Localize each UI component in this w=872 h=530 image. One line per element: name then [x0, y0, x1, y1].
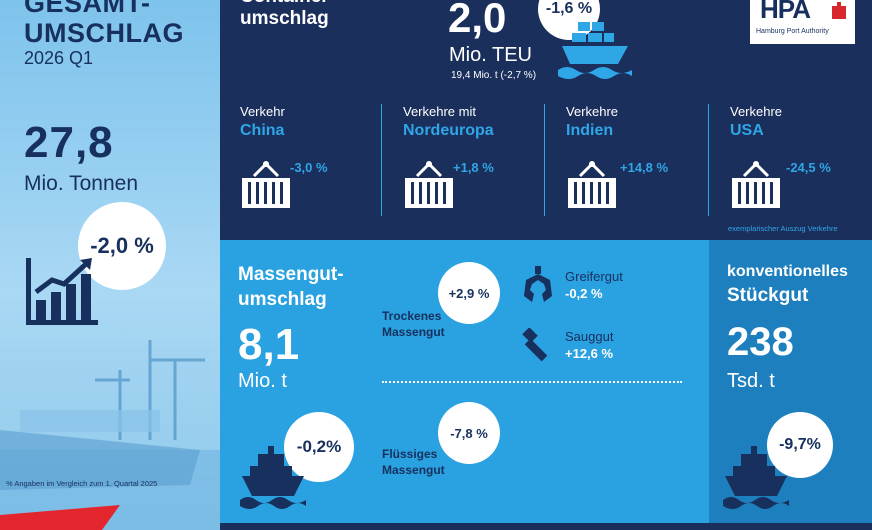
- total-period: 2026 Q1: [24, 48, 94, 68]
- bulk-value: 8,1: [238, 320, 300, 369]
- general-unit: Tsd. t: [727, 370, 775, 392]
- hpa-logo-name: Hamburg Port Authority: [756, 28, 829, 35]
- suction-change: +12,6 %: [565, 346, 614, 361]
- general-ship-icon: [723, 446, 789, 509]
- container-panel: Container- umschlag 2,0 Mio. TEU 19,4 Mi…: [220, 0, 872, 240]
- liquid-bulk-label: Flüssiges Massengut: [382, 447, 445, 477]
- grab-label: Greifergut: [565, 269, 623, 284]
- traffic-usa: Verkehre USA -24,5 %: [730, 104, 870, 224]
- total-change-badge: -2,0 %: [78, 202, 166, 290]
- general-change-badge: -9,7%: [767, 412, 833, 478]
- cargo-container-icon: [732, 161, 780, 208]
- total-value: 27,8: [24, 118, 114, 167]
- general-title: konventionelles Stückgut: [727, 263, 848, 306]
- general-cargo-panel: konventionelles Stückgut 238 Tsd. t -9,7…: [709, 240, 872, 523]
- bottom-strip: [220, 523, 872, 530]
- general-value: 238: [727, 320, 794, 364]
- dotted-divider: [382, 381, 682, 383]
- hpa-logo: HPA Hamburg Port Authority: [750, 0, 855, 44]
- traffic-region: Indien: [566, 122, 614, 139]
- total-title: GESAMT- UMSCHLAG: [24, 0, 184, 48]
- traffic-change: +14,8 %: [620, 160, 669, 175]
- hpa-logo-letters: HPA: [760, 0, 811, 24]
- traffic-region: Nordeuropa: [403, 122, 494, 139]
- suction-label: Sauggut: [565, 329, 614, 344]
- grab-change: -0,2 %: [565, 286, 603, 301]
- grab-bucket-icon: [524, 266, 552, 302]
- bulk-ship-icon: [240, 446, 306, 509]
- suction-pipe-icon: [522, 328, 548, 362]
- bulk-panel: Massengut- umschlag 8,1 Mio. t +2,9 % Tr…: [220, 240, 709, 523]
- traffic-change: -24,5 %: [786, 160, 831, 175]
- container-unit: Mio. TEU: [449, 44, 532, 66]
- traffic-region: USA: [730, 122, 764, 139]
- port-cranes-backdrop: [0, 340, 220, 530]
- container-tonnage: 19,4 Mio. t (-2,7 %): [451, 70, 537, 81]
- dry-bulk-change-badge: +2,9 %: [438, 262, 500, 324]
- traffic-china: Verkehr China -3,0 %: [240, 104, 390, 224]
- container-title: Container- umschlag: [240, 0, 335, 29]
- traffic-note: exemplarischer Auszug Verkehre: [728, 224, 838, 233]
- total-unit: Mio. Tonnen: [24, 172, 139, 195]
- divider: [381, 104, 382, 216]
- liquid-bulk-change-badge: -7,8 %: [438, 402, 500, 464]
- traffic-indien: Verkehre Indien +14,8 %: [566, 104, 716, 224]
- divider: [708, 104, 709, 216]
- bulk-unit: Mio. t: [238, 370, 287, 392]
- cargo-container-icon: [242, 161, 290, 208]
- cargo-container-icon: [568, 161, 616, 208]
- total-throughput-panel: GESAMT- UMSCHLAG 2026 Q1 27,8 Mio. Tonne…: [0, 0, 220, 530]
- divider: [544, 104, 545, 216]
- dry-bulk-label: Trockenes Massengut: [382, 309, 445, 339]
- traffic-nordeuropa: Verkehre mit Nordeuropa +1,8 %: [403, 104, 553, 224]
- growth-chart-icon: [26, 258, 98, 325]
- traffic-change: -3,0 %: [290, 160, 328, 175]
- traffic-label: Verkehre: [566, 104, 619, 119]
- cargo-container-icon: [405, 161, 453, 208]
- traffic-label: Verkehr: [240, 104, 285, 119]
- container-ship-icon: [558, 22, 632, 79]
- container-value: 2,0: [448, 0, 507, 41]
- bulk-title: Massengut- umschlag: [238, 264, 344, 310]
- footnote: % Angaben im Vergleich zum 1. Quartal 20…: [6, 479, 158, 488]
- traffic-region: China: [240, 122, 285, 139]
- traffic-change: +1,8 %: [453, 160, 494, 175]
- hamburg-crest-icon: [832, 2, 846, 19]
- traffic-label: Verkehre mit: [403, 104, 476, 119]
- bulk-change-badge: -0,2%: [284, 412, 354, 482]
- traffic-label: Verkehre: [730, 104, 783, 119]
